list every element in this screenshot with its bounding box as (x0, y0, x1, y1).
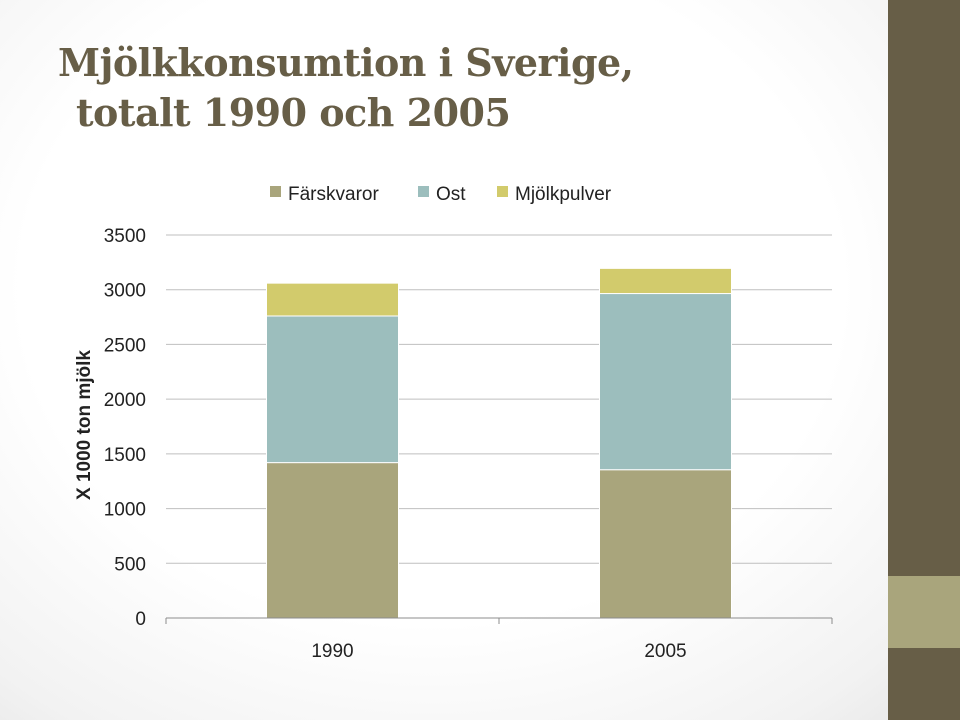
y-tick-label: 2000 (104, 390, 146, 411)
legend-swatch (497, 186, 508, 197)
bar-segment (599, 469, 732, 619)
y-tick-label: 1500 (104, 445, 146, 466)
bar-segment (266, 315, 399, 464)
legend-label: Mjölkpulver (515, 184, 612, 205)
stacked-bar-chart: 0 500 1000 1500 2000 2500 3000 3500 1990 2005 Fä… (74, 184, 833, 662)
legend-swatch (418, 186, 429, 197)
slide-title-line-1: Mjölkkonsumtion i Sverige, (58, 40, 634, 85)
y-tick-label: 1000 (104, 500, 146, 521)
y-axis-label: X 1000 ton mjölk (74, 350, 95, 500)
decorative-side-accent (888, 576, 960, 648)
x-axis (165, 617, 833, 624)
bar-segment (599, 267, 732, 295)
bar-segment (266, 282, 399, 317)
y-tick-labels: 0 500 1000 1500 2000 2500 3000 3500 (104, 226, 146, 630)
y-tick-label: 500 (114, 554, 146, 575)
y-tick-label: 0 (135, 609, 146, 630)
legend: Färskvaror Ost Mjölkpulver (270, 184, 612, 205)
x-tick-labels: 1990 2005 (311, 641, 686, 662)
y-tick-label: 3000 (104, 281, 146, 302)
y-tick-label: 3500 (104, 226, 146, 247)
slide-title-line-2: totalt 1990 och 2005 (76, 90, 511, 135)
bar-segment (599, 293, 732, 471)
bars (266, 267, 732, 619)
x-tick-label: 1990 (311, 641, 353, 662)
gridlines (166, 234, 832, 564)
slide-title: Mjölkkonsumtion i Sverige, totalt 1990 o… (58, 38, 634, 138)
bar-segment (266, 462, 399, 619)
y-tick-label: 2500 (104, 335, 146, 356)
x-tick-label: 2005 (644, 641, 686, 662)
legend-label: Ost (436, 184, 466, 205)
legend-swatch (270, 186, 281, 197)
legend-label: Färskvaror (288, 184, 379, 205)
